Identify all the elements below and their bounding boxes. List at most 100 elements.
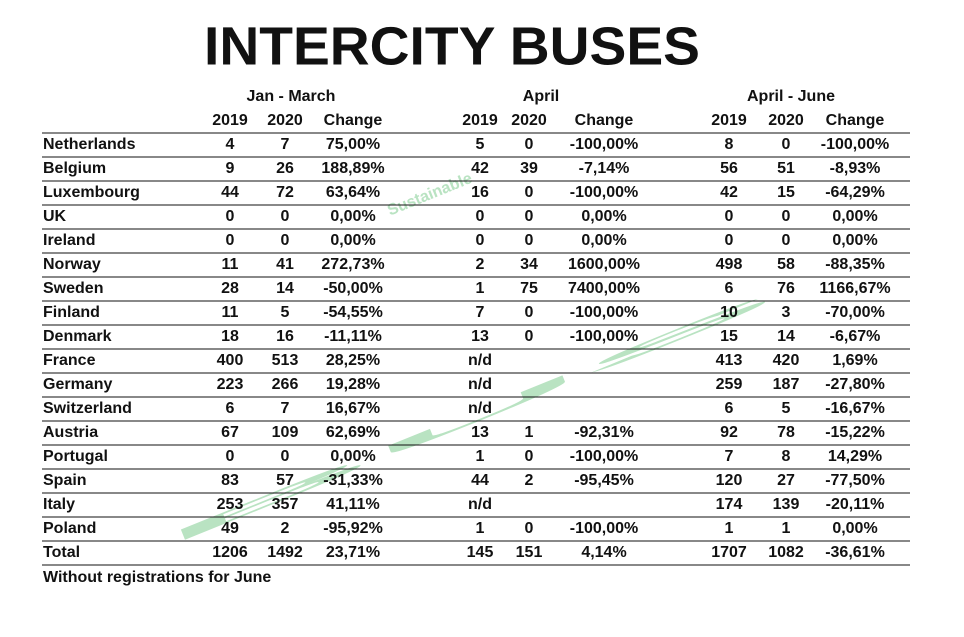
cell: 188,89%	[321, 160, 384, 177]
cell: 51	[777, 160, 795, 177]
column-header: 2020	[511, 112, 547, 129]
cell: 92	[720, 424, 738, 441]
cell: -27,80%	[825, 376, 885, 393]
cell: 1707	[711, 544, 747, 561]
cell: 16	[471, 184, 489, 201]
cell: -11,11%	[324, 328, 382, 345]
cell: 27	[777, 472, 795, 489]
row-label: Denmark	[43, 328, 112, 345]
column-header: Change	[324, 112, 383, 129]
cell: 0	[525, 328, 534, 345]
cell: 7	[281, 136, 290, 153]
cell: 1	[476, 520, 485, 537]
cell: 0	[525, 232, 534, 249]
row-label: Portugal	[43, 448, 108, 465]
cell: -100,00%	[821, 136, 890, 153]
cell: 1166,67%	[819, 280, 890, 297]
cell: 0	[782, 136, 791, 153]
cell: 16,67%	[326, 400, 380, 417]
cell: 2	[281, 520, 290, 537]
cell: 42	[471, 160, 489, 177]
cell: 5	[476, 136, 485, 153]
column-header: 2019	[462, 112, 498, 129]
cell: 6	[725, 400, 734, 417]
cell: 400	[217, 352, 244, 369]
cell: 420	[773, 352, 800, 369]
cell: 1	[782, 520, 791, 537]
cell: -100,00%	[570, 520, 639, 537]
cell: 357	[272, 496, 299, 513]
cell: 145	[467, 544, 494, 561]
cell: n/d	[468, 376, 492, 393]
cell: 0,00%	[832, 232, 877, 249]
cell: 0,00%	[832, 208, 877, 225]
cell: 109	[272, 424, 299, 441]
cell: 63,64%	[326, 184, 380, 201]
cell: 0,00%	[330, 232, 375, 249]
cell: 0	[782, 232, 791, 249]
cell: 28,25%	[326, 352, 380, 369]
footnote: Without registrations for June	[43, 569, 271, 586]
cell: -92,31%	[574, 424, 634, 441]
cell: 2	[525, 472, 534, 489]
cell: -70,00%	[825, 304, 885, 321]
cell: 75,00%	[326, 136, 380, 153]
cell: 0	[782, 208, 791, 225]
cell: 0,00%	[581, 208, 626, 225]
column-header: 2020	[768, 112, 804, 129]
cell: n/d	[468, 352, 492, 369]
column-header: 2020	[267, 112, 303, 129]
cell: 76	[777, 280, 795, 297]
cell: 0	[281, 208, 290, 225]
cell: 41,11%	[326, 496, 379, 513]
cell: 58	[777, 256, 795, 273]
group-header: Jan - March	[247, 88, 336, 105]
cell: 3	[782, 304, 791, 321]
cell: 223	[217, 376, 244, 393]
cell: -88,35%	[825, 256, 885, 273]
cell: 187	[773, 376, 800, 393]
cell: 13	[471, 424, 489, 441]
cell: -95,45%	[574, 472, 634, 489]
cell: 15	[777, 184, 795, 201]
cell: 513	[272, 352, 299, 369]
cell: 0	[525, 208, 534, 225]
row-label: Norway	[43, 256, 101, 273]
row-label: Austria	[43, 424, 98, 441]
cell: 2	[476, 256, 485, 273]
cell: 0	[525, 448, 534, 465]
cell: 7	[476, 304, 485, 321]
cell: 57	[276, 472, 294, 489]
cell: 14,29%	[828, 448, 882, 465]
cell: 0	[525, 184, 534, 201]
cell: -100,00%	[570, 328, 639, 345]
cell: 0	[476, 208, 485, 225]
cell: 78	[777, 424, 795, 441]
cell: 19,28%	[326, 376, 380, 393]
cell: 1	[725, 520, 734, 537]
cell: 1600,00%	[568, 256, 640, 273]
cell: 72	[276, 184, 294, 201]
cell: 0	[525, 520, 534, 537]
cell: 1206	[212, 544, 248, 561]
cell: 0	[476, 232, 485, 249]
column-header: Change	[826, 112, 885, 129]
row-label: Spain	[43, 472, 87, 489]
cell: 4,14%	[581, 544, 626, 561]
cell: -31,33%	[323, 472, 383, 489]
cell: 259	[716, 376, 743, 393]
cell: -95,92%	[323, 520, 383, 537]
cell: 1,69%	[832, 352, 877, 369]
row-label: Switzerland	[43, 400, 132, 417]
cell: n/d	[468, 400, 492, 417]
cell: 0	[725, 232, 734, 249]
cell: 62,69%	[326, 424, 380, 441]
row-label: Total	[43, 544, 80, 561]
cell: -100,00%	[570, 304, 639, 321]
group-header: April	[523, 88, 559, 105]
cell: 413	[716, 352, 743, 369]
cell: 7400,00%	[568, 280, 640, 297]
cell: 0	[226, 448, 235, 465]
cell: 8	[782, 448, 791, 465]
